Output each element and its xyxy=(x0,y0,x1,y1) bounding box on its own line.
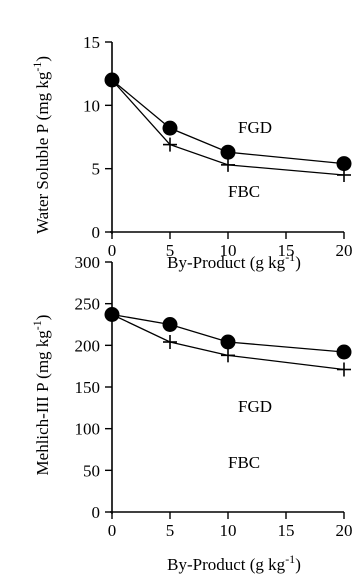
y-tick-label: 150 xyxy=(75,378,101,397)
series-label-fbc: FBC xyxy=(228,182,260,201)
data-point-fgd xyxy=(220,144,236,160)
data-point-fgd xyxy=(162,120,178,136)
y-tick-label: 50 xyxy=(83,461,100,480)
y-tick-label: 15 xyxy=(83,33,100,52)
data-point-fbc xyxy=(221,348,235,363)
series-fbc xyxy=(105,73,351,182)
series-fbc xyxy=(105,307,351,377)
series-line-fgd xyxy=(111,313,345,353)
data-point-fgd xyxy=(336,344,352,360)
y-tick-label: 300 xyxy=(75,253,101,272)
x-axis-label: By-Product (g kg-1) xyxy=(167,552,301,574)
x-tick-label: 15 xyxy=(278,521,295,540)
y-tick-label: 10 xyxy=(83,96,100,115)
data-point-fbc xyxy=(337,168,351,182)
data-point-fgd xyxy=(336,156,352,172)
y-tick-label: 100 xyxy=(75,420,101,439)
x-tick-label: 15 xyxy=(278,241,295,260)
x-tick-label: 10 xyxy=(220,521,237,540)
x-tick-label: 10 xyxy=(220,241,237,260)
data-point-fbc xyxy=(337,362,351,377)
x-tick-label: 0 xyxy=(108,521,117,540)
series-line-fgd xyxy=(111,79,345,165)
x-tick-label: 0 xyxy=(108,241,117,260)
x-tick-label: 20 xyxy=(336,521,353,540)
y-axis-label: Mehlich-III P (mg kg-1) xyxy=(30,315,52,476)
data-point-fbc xyxy=(163,137,177,152)
y-axis-label: Water Soluble P (mg kg-1) xyxy=(30,56,52,234)
series-line-fbc xyxy=(111,79,345,176)
data-point-fbc xyxy=(105,307,119,322)
series-label-fbc: FBC xyxy=(228,453,260,472)
x-tick-label: 20 xyxy=(336,241,353,260)
y-tick-label: 250 xyxy=(75,295,101,314)
series-fgd xyxy=(104,307,352,360)
y-tick-label: 200 xyxy=(75,336,101,355)
x-axis-label: By-Product (g kg-1) xyxy=(167,250,301,272)
x-tick-label: 5 xyxy=(166,241,175,260)
y-tick-label: 0 xyxy=(92,223,101,242)
data-point-fbc xyxy=(163,335,177,349)
series-line-fbc xyxy=(111,313,345,371)
x-tick-label: 5 xyxy=(166,521,175,540)
data-point-fgd xyxy=(220,334,236,350)
series-label-fgd: FGD xyxy=(238,397,272,416)
data-point-fgd xyxy=(162,317,178,332)
data-point-fbc xyxy=(221,157,235,172)
data-point-fbc xyxy=(105,73,119,87)
series-label-fgd: FGD xyxy=(238,118,272,137)
y-tick-label: 0 xyxy=(92,503,101,522)
y-tick-label: 5 xyxy=(92,160,101,179)
series-fgd xyxy=(104,72,352,172)
